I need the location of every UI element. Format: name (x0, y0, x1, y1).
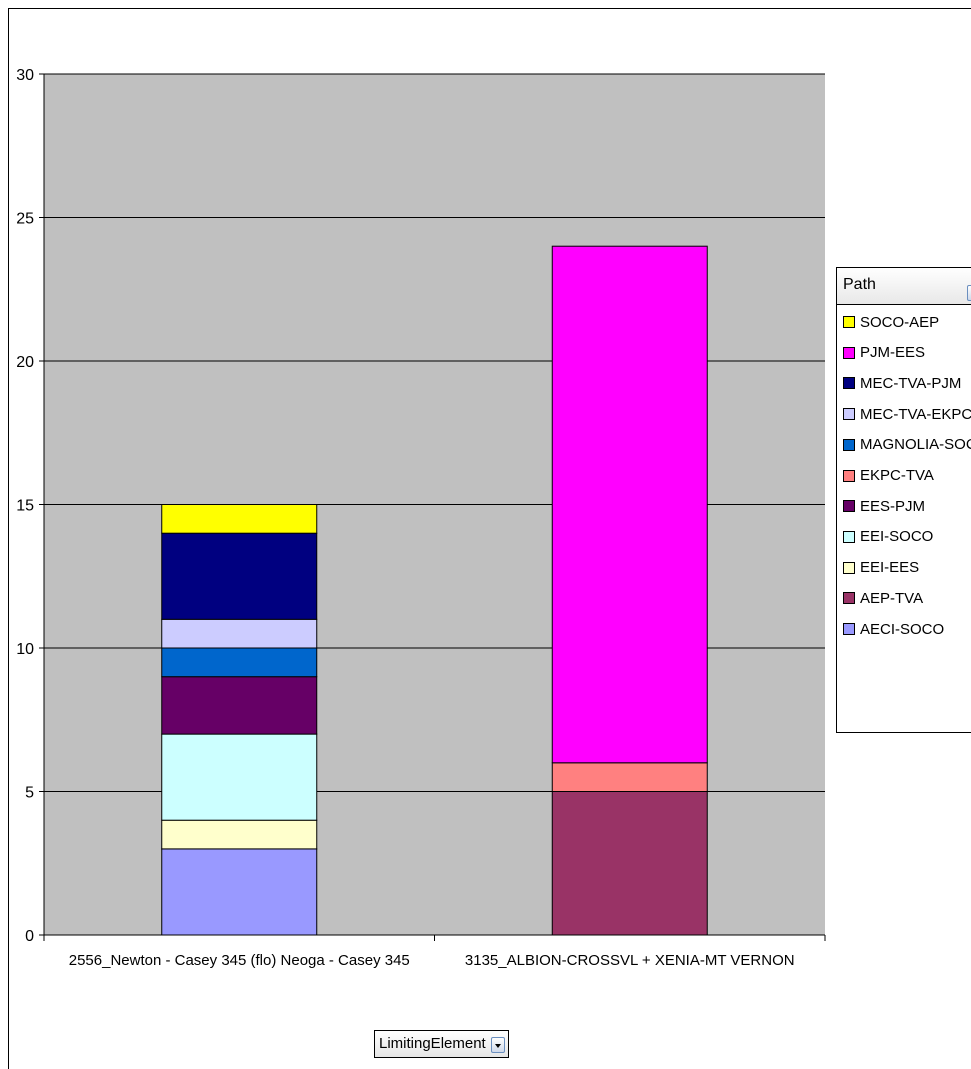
legend-swatch (843, 561, 855, 574)
bar-segment-ekpc-tva (551, 762, 708, 792)
y-tick-label: 30 (16, 67, 34, 84)
legend-swatch (843, 592, 855, 605)
legend-item: EEI-SOCO (843, 527, 933, 547)
y-tick-label: 10 (16, 641, 34, 658)
legend-label: MEC-TVA-EKPC (860, 405, 971, 423)
legend-swatch (843, 408, 855, 421)
legend-label: EEI-SOCO (860, 528, 934, 546)
x-tick-label: 3135_ALBION-CROSSVL + XENIA-MT VERNON (465, 952, 795, 969)
legend-swatch (843, 530, 855, 543)
y-tick-label: 15 (16, 498, 34, 515)
legend-label: EEI-EES (860, 559, 920, 577)
legend-item: PJM-EES (843, 343, 925, 363)
bar-segment-aeci-soco (161, 848, 318, 936)
legend-item: SOCO-AEP (843, 312, 939, 332)
legend-title: Path (843, 276, 876, 293)
legend-item: EEI-EES (843, 558, 919, 578)
legend-item: EES-PJM (843, 496, 925, 516)
dropdown-arrow-icon[interactable] (967, 285, 971, 301)
legend-label: EKPC-TVA (860, 467, 934, 484)
legend-label: EES-PJM (860, 497, 926, 515)
legend-swatch (843, 469, 855, 482)
bar-segment-ees-pjm (161, 676, 318, 735)
bar-segment-eei-ees (161, 819, 318, 850)
legend-label: MAGNOLIA-SOCO (860, 436, 971, 454)
legend-swatch (843, 377, 855, 390)
y-tick-label: 25 (16, 211, 34, 228)
legend-swatch (843, 346, 855, 359)
legend-item: AECI-SOCO (843, 619, 944, 639)
bar-segment-magnolia-soco (161, 647, 318, 678)
legend-swatch (843, 316, 855, 328)
y-tick-label: 5 (25, 785, 34, 802)
bar-segment-eei-soco (161, 733, 318, 821)
legend-item: MAGNOLIA-SOCO (843, 435, 971, 455)
legend-label: MEC-TVA-PJM (860, 374, 962, 392)
bar-segment-soco-aep (161, 504, 318, 534)
legend-item: EKPC-TVA (843, 466, 934, 486)
dropdown-arrow-icon[interactable] (490, 1037, 505, 1053)
legend-item: MEC-TVA-PJM (843, 373, 961, 393)
field-button-label: LimitingElement (379, 1035, 486, 1052)
legend-label: PJM-EES (860, 344, 926, 362)
legend-label: AECI-SOCO (860, 620, 945, 638)
y-tick-label: 20 (16, 354, 34, 371)
bar-segment-mec-tva-pjm (161, 532, 318, 620)
legend-swatch (843, 500, 855, 513)
limiting-element-field-button[interactable]: LimitingElement (374, 1030, 509, 1058)
legend-item: AEP-TVA (843, 588, 923, 608)
legend: Path SOCO-AEP PJM-EES MEC-TVA-PJM MEC-TVA-E… (836, 267, 971, 733)
legend-label: SOCO-AEP (860, 313, 940, 331)
y-tick-label: 0 (25, 928, 34, 945)
legend-header[interactable]: Path (837, 268, 971, 305)
legend-swatch (843, 623, 855, 635)
legend-item: MEC-TVA-EKPC (843, 404, 971, 424)
bar-segment-mec-tva-ekpc (161, 618, 318, 649)
bar-segment-pjm-ees (551, 245, 708, 764)
legend-swatch (843, 438, 855, 451)
chart-frame (8, 8, 971, 1069)
x-tick-label: 2556_Newton - Casey 345 (flo) Neoga - Ca… (69, 952, 410, 969)
bar-segment-aep-tva (551, 791, 708, 936)
legend-label: AEP-TVA (860, 589, 924, 607)
